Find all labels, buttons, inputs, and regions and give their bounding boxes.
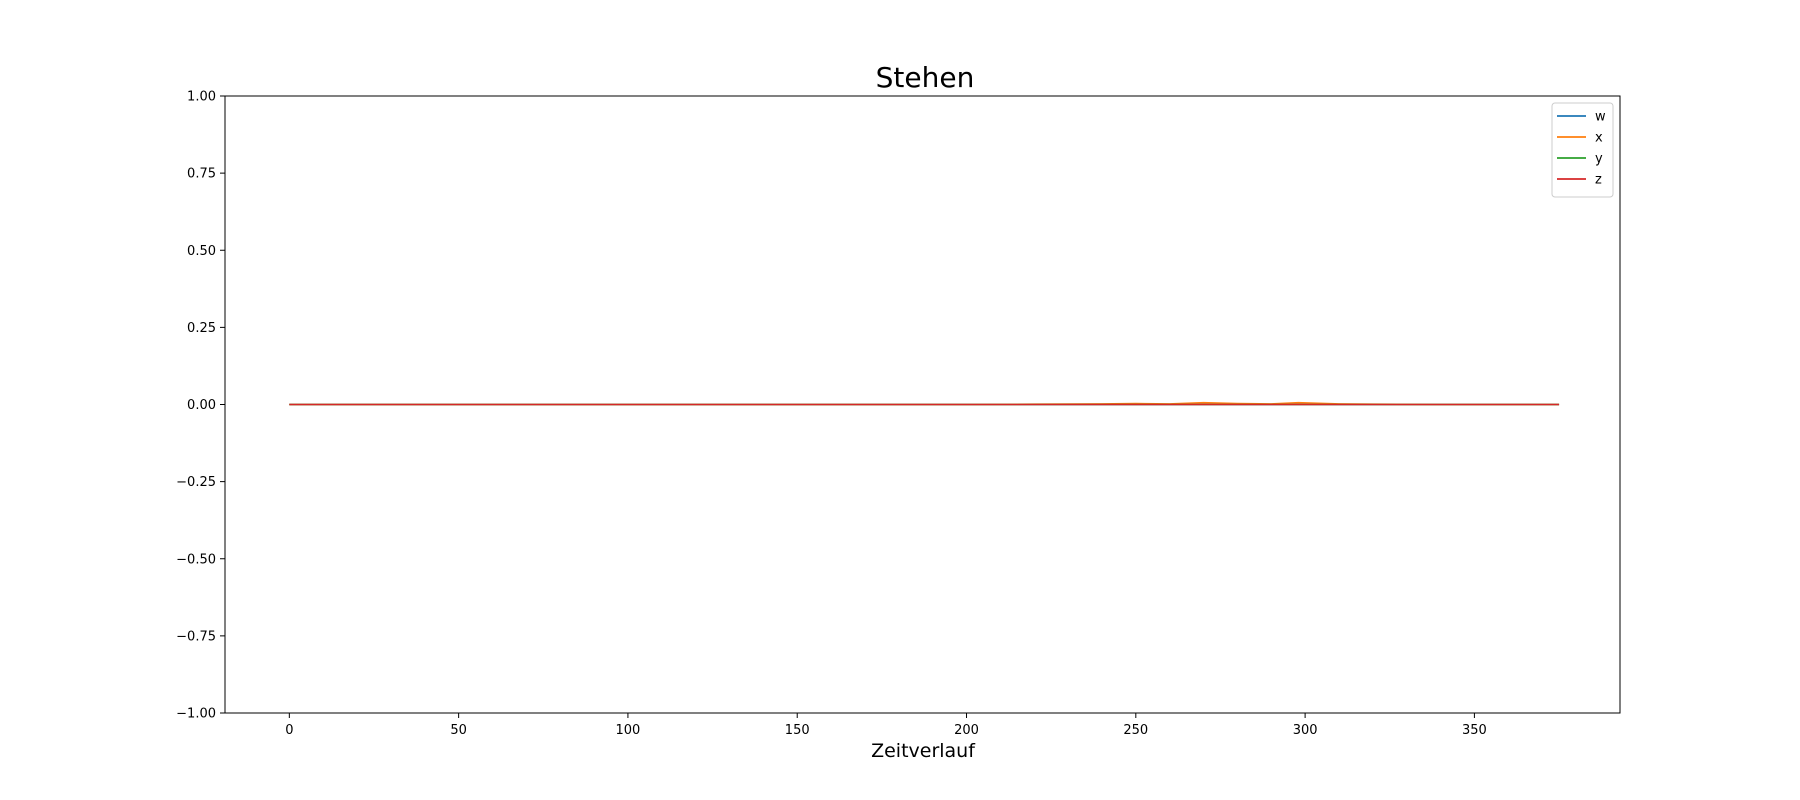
chart-title: Stehen <box>876 61 975 94</box>
x-tick-label: 100 <box>616 723 641 738</box>
legend-box <box>1551 102 1614 198</box>
series-layer <box>289 401 1560 406</box>
legend-label-x: x <box>1595 131 1603 146</box>
x-axis: 0 50 100 150 200 250 300 350 <box>285 713 1487 738</box>
y-tick-label: −0.25 <box>176 475 216 490</box>
x-tick-label: 150 <box>785 723 810 738</box>
legend-label-w: w <box>1595 110 1606 125</box>
legend-label-z: z <box>1595 173 1602 188</box>
x-axis-label: Zeitverlauf <box>871 740 976 762</box>
y-tick-label: −0.50 <box>176 552 216 567</box>
x-tick-label: 0 <box>285 723 293 738</box>
x-tick-label: 50 <box>450 723 467 738</box>
x-tick-label: 250 <box>1123 723 1148 738</box>
y-axis: 1.00 0.75 0.50 0.25 0.00 −0.25 −0.50 −0.75 −1.00 <box>176 90 225 722</box>
y-tick-label: −0.75 <box>176 629 216 644</box>
x-tick-label: 300 <box>1293 723 1318 738</box>
y-tick-label: 0.50 <box>187 244 216 259</box>
legend-label-y: y <box>1595 152 1603 167</box>
x-tick-label: 350 <box>1462 723 1487 738</box>
y-tick-label: 0.25 <box>187 321 216 336</box>
y-tick-label: 0.00 <box>187 398 216 413</box>
y-tick-label: −1.00 <box>176 707 216 722</box>
y-tick-label: 1.00 <box>187 90 216 105</box>
x-tick-label: 200 <box>954 723 979 738</box>
y-tick-label: 0.75 <box>187 167 216 182</box>
